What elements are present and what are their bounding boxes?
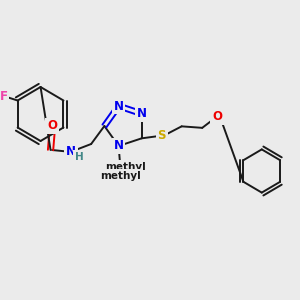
Text: O: O [212,110,222,123]
Text: S: S [158,129,166,142]
Text: N: N [136,107,147,120]
Text: N: N [66,145,76,158]
Text: N: N [114,100,124,112]
Text: O: O [47,119,57,133]
Text: F: F [0,90,8,103]
Text: N: N [114,140,124,152]
Text: H: H [75,152,84,162]
Text: methyl: methyl [106,162,146,172]
Text: methyl: methyl [100,171,140,181]
